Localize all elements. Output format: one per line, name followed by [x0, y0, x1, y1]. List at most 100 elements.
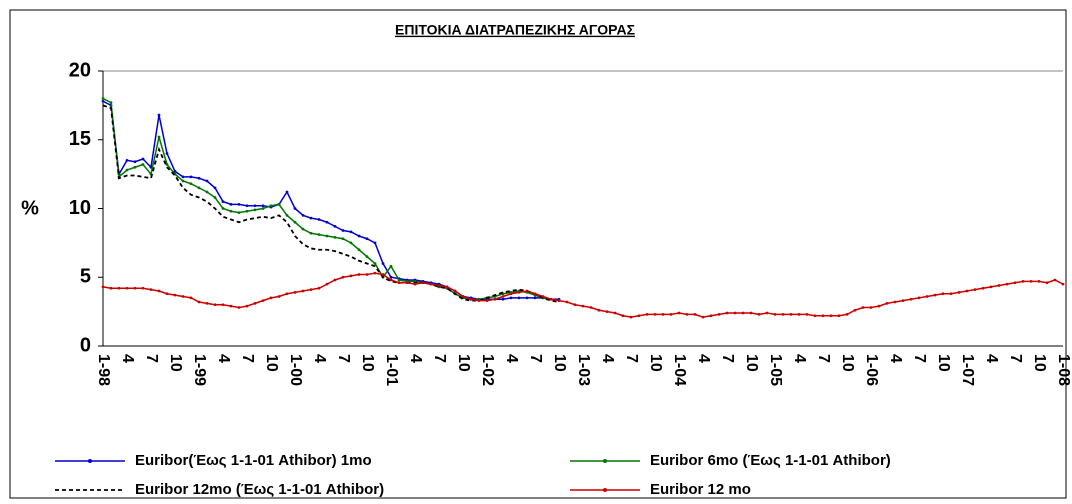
series-marker	[213, 303, 217, 307]
series-marker	[245, 304, 249, 308]
series-marker	[101, 99, 105, 103]
x-tick-label: 7	[431, 354, 448, 363]
series-marker	[125, 158, 129, 162]
x-tick-label: 4	[983, 354, 1000, 363]
x-tick-label: 1-99	[191, 354, 208, 386]
series-marker	[517, 296, 521, 300]
series-marker	[733, 311, 737, 315]
series-marker	[613, 311, 617, 315]
series-marker	[1045, 281, 1049, 285]
series-marker	[581, 304, 585, 308]
x-tick-label: 4	[119, 354, 136, 363]
series-marker	[125, 168, 129, 172]
x-tick-label: 10	[743, 354, 760, 372]
series-marker	[365, 237, 369, 241]
series-marker	[997, 284, 1001, 287]
series-marker	[341, 237, 345, 241]
series-marker	[165, 152, 169, 155]
series-marker	[789, 312, 793, 316]
series-marker	[149, 288, 153, 292]
series-marker	[197, 176, 201, 180]
series-marker	[245, 204, 249, 208]
series-marker	[717, 312, 721, 316]
series-marker	[925, 295, 929, 298]
series-marker	[357, 273, 361, 276]
series-marker	[669, 312, 673, 316]
series-marker	[309, 216, 313, 220]
series-marker	[421, 281, 425, 285]
series-marker	[949, 292, 953, 296]
series-marker	[509, 292, 513, 296]
series-marker	[301, 227, 305, 231]
series-marker	[325, 220, 329, 224]
legend-marker	[603, 488, 607, 492]
series-marker	[397, 281, 401, 285]
series-marker	[237, 202, 241, 206]
series-marker	[325, 234, 329, 238]
series-marker	[981, 286, 985, 290]
series-marker	[317, 233, 321, 237]
series-marker	[1013, 281, 1017, 285]
series-marker	[261, 204, 265, 208]
series-marker	[237, 306, 241, 309]
x-tick-label: 10	[455, 354, 472, 372]
series-marker	[269, 296, 273, 300]
series-marker	[773, 312, 777, 316]
series-marker	[237, 211, 241, 215]
series-marker	[389, 278, 393, 282]
x-tick-label: 1-01	[383, 354, 400, 386]
series-marker	[189, 182, 193, 186]
series-marker	[957, 290, 961, 294]
series-marker	[293, 290, 297, 294]
series-marker	[525, 289, 529, 293]
series-marker	[381, 273, 385, 276]
series-marker	[477, 299, 481, 303]
series-marker	[557, 299, 561, 303]
x-tick-label: 1-08	[1055, 354, 1072, 386]
series-marker	[509, 296, 513, 300]
x-tick-label: 7	[1007, 354, 1024, 363]
series-marker	[1021, 279, 1025, 283]
series-marker	[901, 299, 905, 303]
x-tick-label: 4	[503, 354, 520, 363]
series-marker	[317, 286, 321, 290]
series-marker	[101, 97, 105, 100]
series-marker	[301, 289, 305, 293]
x-tick-label: 7	[815, 354, 832, 363]
series-marker	[621, 314, 625, 318]
chart-frame	[9, 9, 1067, 499]
series-marker	[293, 207, 297, 210]
series-marker	[973, 288, 977, 292]
series-marker	[637, 314, 641, 318]
series-marker	[357, 234, 361, 238]
series-marker	[157, 135, 161, 139]
series-marker	[397, 278, 401, 282]
series-marker	[341, 229, 345, 232]
series-marker	[469, 297, 473, 301]
series-marker	[181, 179, 185, 183]
x-tick-label: 4	[215, 354, 232, 363]
series-marker	[909, 297, 913, 301]
series-marker	[213, 186, 217, 190]
legend-label: Euribor 12mo (Έως 1-1-01 Athibor)	[135, 481, 384, 498]
x-tick-label: 4	[599, 354, 616, 363]
series-marker	[373, 271, 377, 275]
x-tick-label: 1-02	[479, 354, 496, 386]
x-tick-label: 7	[911, 354, 928, 363]
series-marker	[229, 202, 233, 206]
series-marker	[661, 312, 665, 316]
series-marker	[813, 314, 817, 318]
chart-title: ΕΠΙΤΟΚΙΑ ΔΙΑΤΡΑΠΕΖΙΚΗΣ ΑΓΟΡΑΣ	[395, 22, 635, 38]
series-marker	[333, 235, 337, 239]
series-marker	[741, 311, 745, 315]
series-marker	[253, 208, 257, 212]
series-marker	[445, 285, 449, 289]
series-marker	[141, 157, 145, 161]
series-marker	[749, 311, 753, 315]
series-marker	[645, 312, 649, 316]
series-marker	[157, 113, 161, 117]
series-marker	[821, 314, 825, 318]
series-marker	[229, 209, 233, 213]
series-marker	[109, 101, 113, 105]
